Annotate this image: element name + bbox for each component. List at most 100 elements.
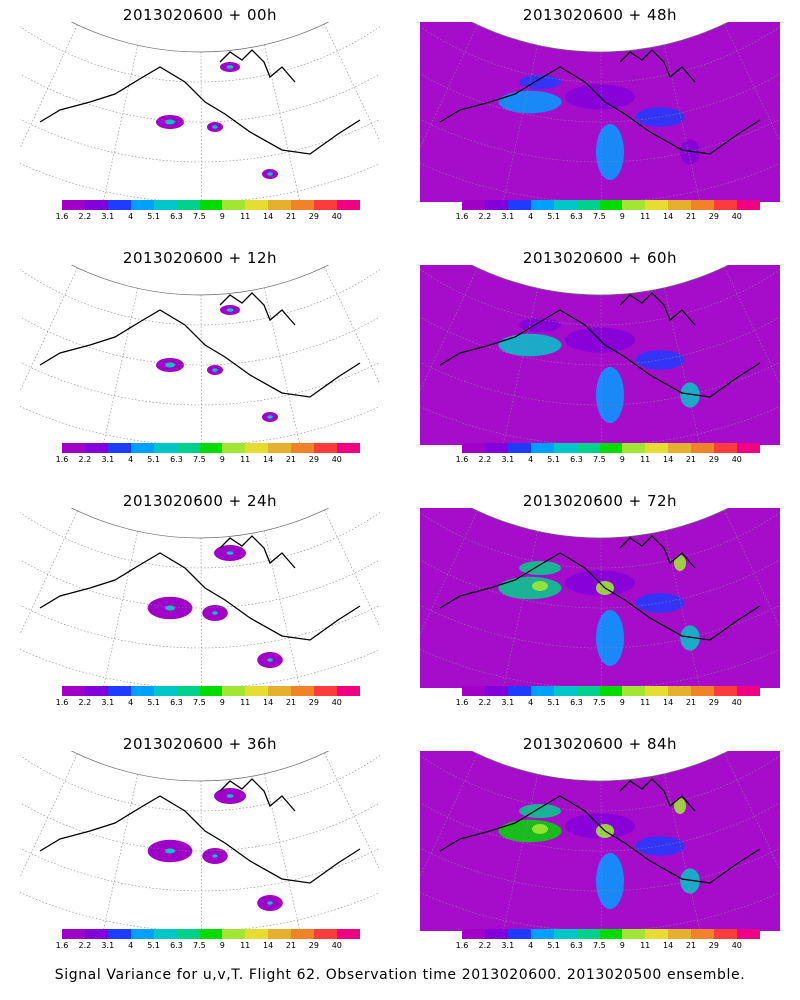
colorbar-tick-label: 9	[619, 941, 625, 950]
colorbar-swatch	[314, 443, 338, 453]
colorbar-tick-label: 9	[619, 212, 625, 221]
colorbar-swatch	[507, 686, 531, 696]
coastline	[39, 66, 361, 155]
variance-contour	[498, 819, 562, 843]
colorbar-tick-label: 11	[240, 698, 251, 707]
colorbar-tick-label: 2.2	[478, 212, 492, 221]
variance-contour	[498, 576, 562, 600]
colorbar-tick-label: 14	[663, 698, 674, 707]
colorbar-tick-label: 21	[285, 455, 297, 464]
variance-contour	[519, 804, 561, 818]
colorbar-tick-label: 4	[128, 941, 134, 950]
colorbar-tick-label: 1.6	[55, 212, 69, 221]
panel-title: 2013020600 + 84h	[522, 735, 678, 753]
colorbar-swatch	[84, 200, 108, 210]
colorbar-swatch	[599, 200, 623, 210]
colorbar-swatch	[576, 929, 600, 939]
colorbar	[462, 443, 760, 453]
map-boundary	[70, 265, 330, 296]
colorbar-tick-label: 3.1	[501, 698, 515, 707]
colorbar-swatch	[130, 200, 154, 210]
colorbar-tick-label: 4	[128, 455, 134, 464]
colorbar-swatch	[245, 686, 269, 696]
colorbar-swatch	[337, 686, 360, 696]
variance-contour	[635, 107, 685, 127]
colorbar-swatch	[130, 686, 154, 696]
forecast-panel: 2013020600 + 72h 1.6 2.2 3.1 4 5.1 6.3 7.5 9 11 14…	[400, 486, 800, 729]
colorbar-ticks: 1.6 2.2 3.1 4 5.1 6.3 7.5 9 11 14 21 29 40	[456, 941, 760, 951]
colorbar-swatch	[645, 686, 669, 696]
colorbar-swatch	[199, 929, 223, 939]
colorbar-tick-label: 21	[685, 941, 697, 950]
colorbar-swatch	[484, 443, 508, 453]
colorbar-tick-label: 29	[708, 941, 719, 950]
variance-maximum	[226, 551, 234, 555]
forecast-panel: 2013020600 + 12h 1.6 2.2 3.1 4 5.1 6.3 7.5 9 11 14…	[0, 243, 400, 486]
variance-maximum	[165, 362, 175, 368]
variance-map	[20, 508, 380, 688]
colorbar-swatch	[245, 929, 269, 939]
coastline	[439, 309, 761, 398]
colorbar-tick-label: 7.5	[193, 698, 206, 707]
variance-maximum	[267, 658, 273, 662]
map-boundary	[470, 265, 730, 296]
colorbar-swatch	[62, 929, 85, 939]
colorbar-swatch	[62, 443, 85, 453]
forecast-panel: 2013020600 + 48h 1.6 2.2 3.1 4 5.1 6.3 7.5 9 11 14…	[400, 0, 800, 243]
colorbar-swatch	[268, 686, 292, 696]
colorbar-tick-label: 3.1	[101, 455, 115, 464]
coastline	[39, 552, 361, 641]
colorbar-tick-label: 5.1	[547, 941, 560, 950]
figure-caption: Signal Variance for u,v,T. Flight 62. Ob…	[54, 967, 746, 983]
forecast-panel: 2013020600 + 60h 1.6 2.2 3.1 4 5.1 6.3 7.5 9 11 14…	[400, 243, 800, 486]
variance-map	[420, 22, 780, 202]
graticule	[20, 508, 380, 688]
variance-maximum	[226, 65, 234, 69]
colorbar-tick-label: 9	[219, 212, 225, 221]
colorbar-swatch	[737, 443, 760, 453]
variance-contour	[680, 625, 700, 651]
colorbar-swatch	[153, 443, 177, 453]
colorbar-tick-label: 6.3	[170, 212, 183, 221]
colorbar-swatch	[484, 686, 508, 696]
colorbar-tick-label: 2.2	[78, 455, 92, 464]
colorbar-tick-label: 6.3	[170, 698, 183, 707]
variance-maximum	[226, 308, 234, 312]
colorbar-swatch	[691, 443, 715, 453]
colorbar-tick-label: 5.1	[147, 941, 160, 950]
colorbar-tick-label: 4	[528, 455, 534, 464]
variance-field	[420, 751, 780, 931]
graticule	[20, 265, 380, 445]
colorbar-swatch	[153, 929, 177, 939]
colorbar-swatch	[576, 686, 600, 696]
colorbar-swatch	[507, 929, 531, 939]
variance-maximum	[267, 172, 273, 176]
island-coastline	[219, 778, 296, 812]
colorbar-swatch	[737, 200, 760, 210]
colorbar-swatch	[222, 686, 246, 696]
colorbar-swatch	[291, 443, 315, 453]
variance-maximum	[532, 824, 548, 834]
colorbar-swatch	[668, 200, 692, 210]
colorbar-tick-label: 7.5	[593, 455, 606, 464]
colorbar-swatch	[484, 929, 508, 939]
colorbar-ticks: 1.6 2.2 3.1 4 5.1 6.3 7.5 9 11 14 21 29 40	[56, 941, 360, 951]
colorbar-swatch	[737, 929, 760, 939]
panel-title: 2013020600 + 72h	[522, 492, 678, 510]
panel-title: 2013020600 + 36h	[122, 735, 278, 753]
colorbar-swatch	[668, 686, 692, 696]
colorbar-swatch	[314, 200, 338, 210]
colorbar-tick-label: 29	[308, 455, 319, 464]
colorbar-swatch	[291, 929, 315, 939]
colorbar-swatch	[507, 443, 531, 453]
colorbar-tick-label: 3.1	[501, 455, 515, 464]
panel-title: 2013020600 + 24h	[122, 492, 278, 510]
colorbar-swatch	[622, 200, 646, 210]
variance-map	[420, 265, 780, 445]
colorbar-tick-label: 2.2	[478, 698, 492, 707]
variance-contour	[519, 318, 561, 332]
colorbar-tick-label: 5.1	[547, 455, 560, 464]
colorbar-tick-label: 40	[731, 698, 742, 707]
variance-contour	[635, 836, 685, 856]
variance-contour	[519, 75, 561, 89]
